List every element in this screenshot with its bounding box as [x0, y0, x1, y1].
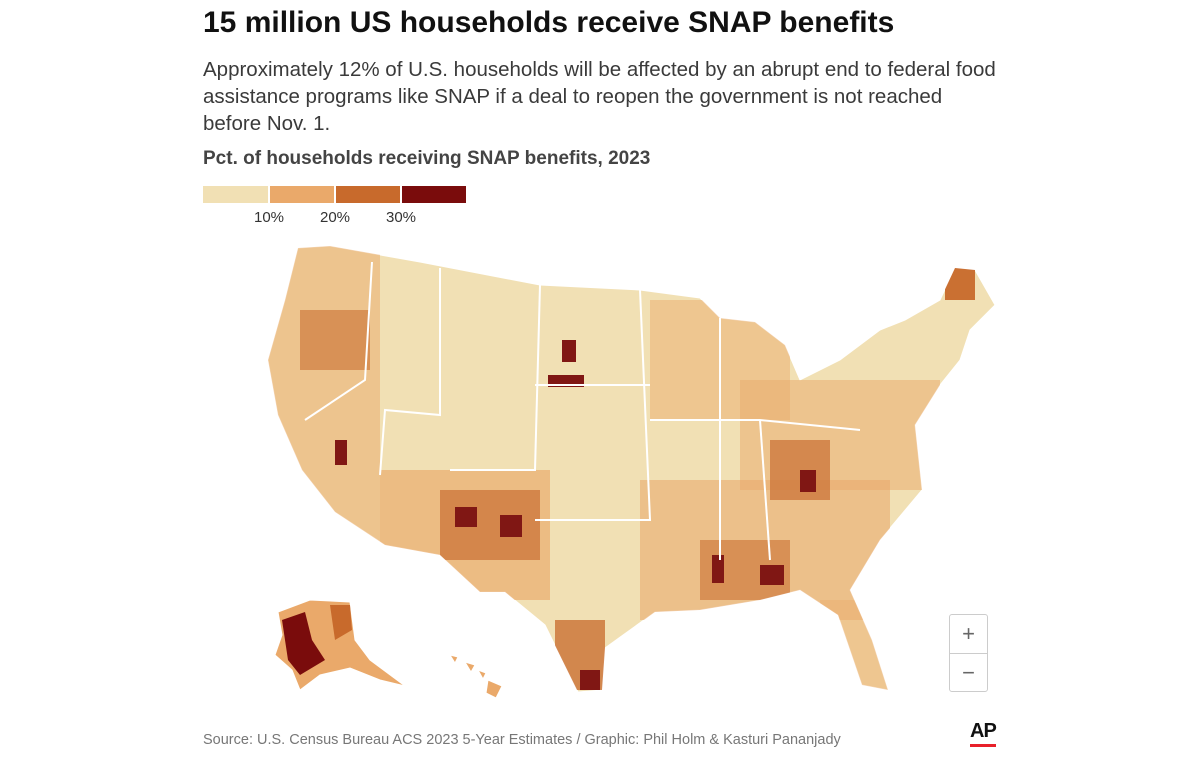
legend-swatch	[335, 186, 400, 203]
zoom-out[interactable]: −	[950, 653, 987, 692]
legend-tick-label: 30%	[386, 209, 416, 226]
legend-swatch	[203, 186, 268, 203]
hawaii	[448, 654, 503, 699]
legend-tick-label: 20%	[320, 209, 350, 226]
zoom-in[interactable]: +	[962, 621, 975, 646]
contiguous-us	[267, 245, 996, 693]
zoom-control: + −	[949, 614, 988, 692]
logo: AP	[970, 720, 997, 747]
legend-tick-label: 10%	[254, 209, 284, 226]
alaska	[274, 599, 406, 691]
title: 15 million US households receive SNAP be…	[203, 6, 895, 39]
legend-swatch	[401, 186, 466, 203]
subtitle: Approximately 12% of U.S. households wil…	[203, 58, 996, 135]
source: Source: U.S. Census Bureau ACS 2023 5-Ye…	[203, 732, 841, 748]
legend-swatch	[269, 186, 334, 203]
legend-title: Pct. of households receiving SNAP benefi…	[203, 148, 651, 169]
